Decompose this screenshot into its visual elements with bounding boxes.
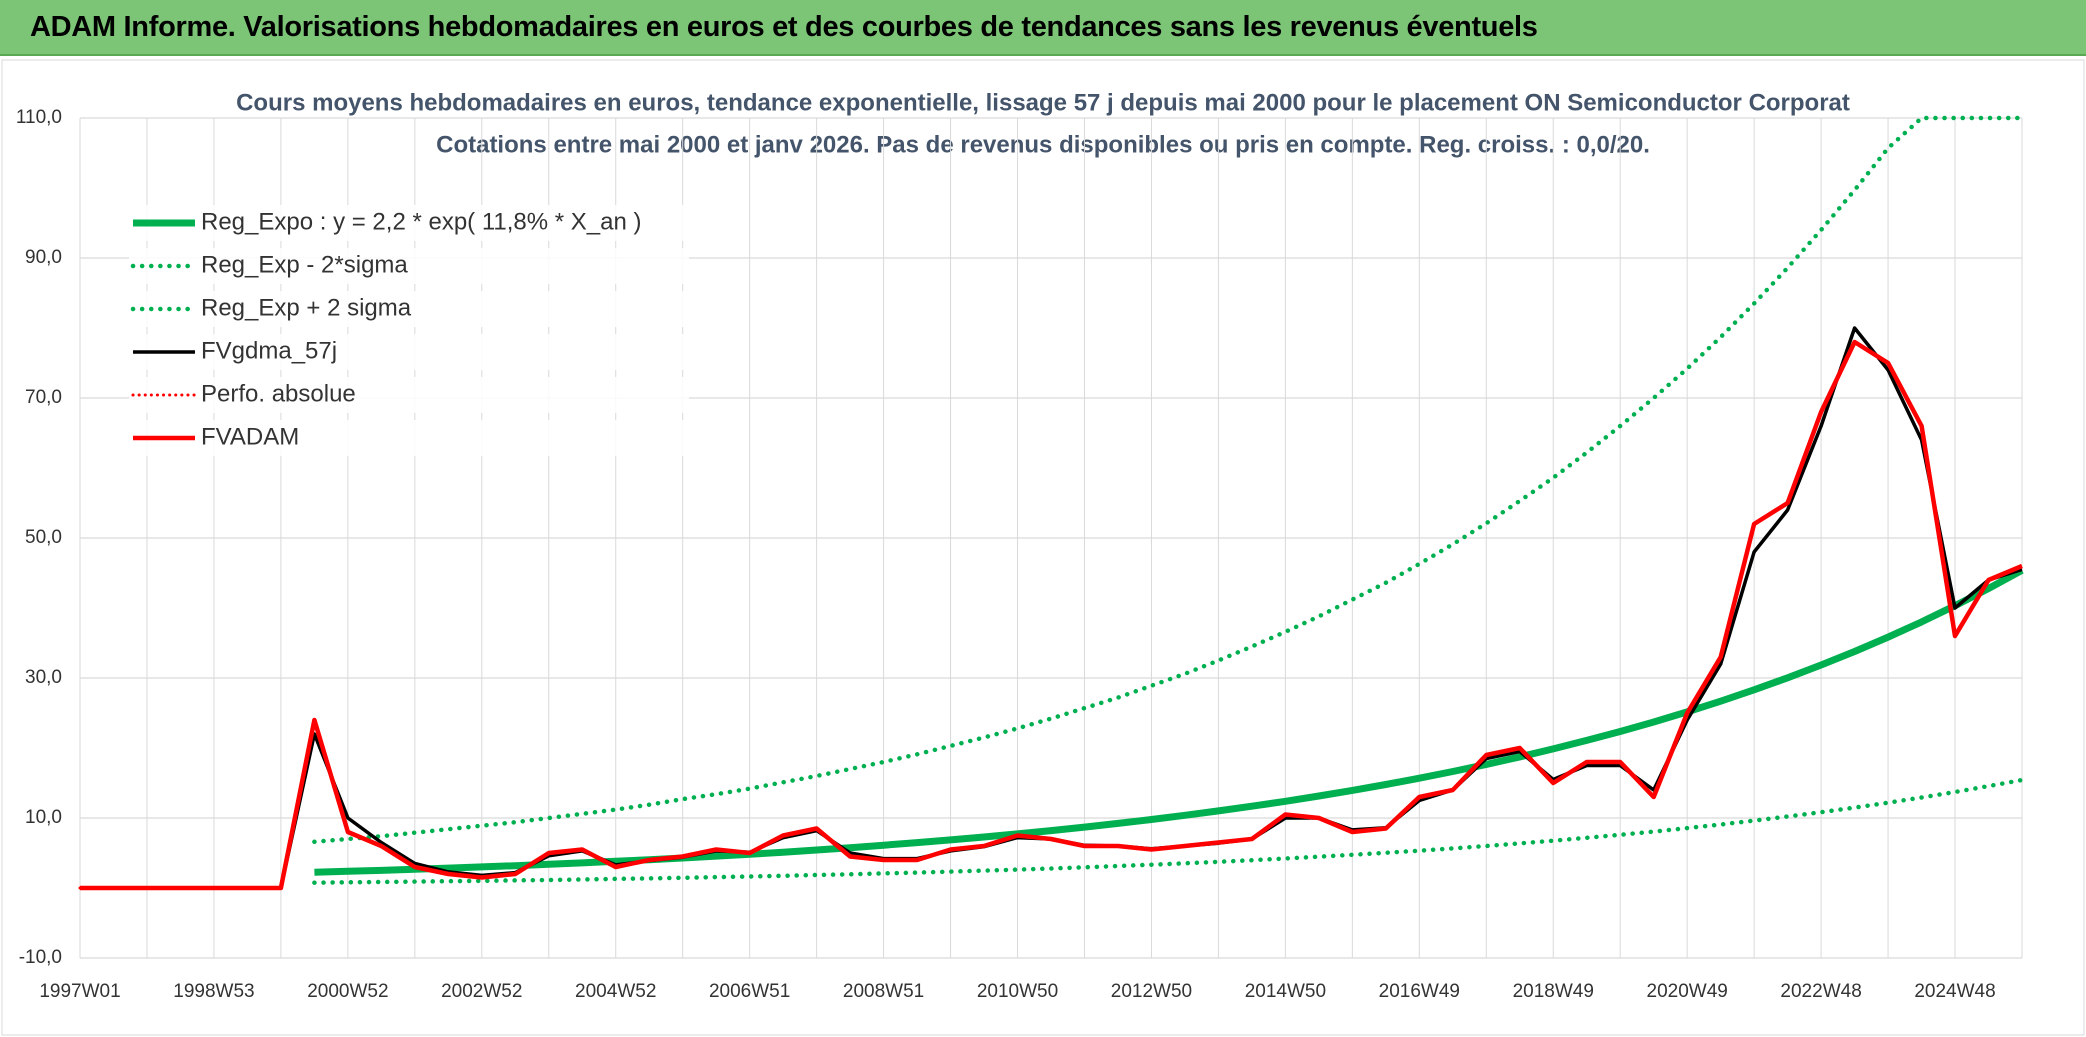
x-tick-label: 2006W51 [709, 981, 790, 1002]
x-tick-label: 2020W49 [1647, 981, 1728, 1002]
x-tick-label: 1997W01 [39, 981, 120, 1002]
legend-label: FVADAM [201, 423, 299, 450]
legend-bg [129, 248, 689, 284]
legend-bg [129, 205, 689, 241]
x-tick-label: 2000W52 [307, 981, 388, 1002]
series-line [312, 115, 2025, 845]
x-tick-label: 2010W50 [977, 981, 1058, 1002]
x-tick-label: 2004W52 [575, 981, 656, 1002]
series-line [80, 339, 2023, 891]
y-tick-label: 10,0 [25, 807, 62, 828]
legend-bg [129, 334, 689, 370]
x-tick-label: 2016W49 [1379, 981, 1460, 1002]
series-line [314, 567, 2024, 876]
legend-label: FVgdma_57j [201, 337, 337, 364]
x-tick-label: 2022W48 [1780, 981, 1861, 1002]
chart-subtitle: Cotations entre mai 2000 et janv 2026. P… [436, 131, 1650, 158]
x-tick-label: 2024W48 [1914, 981, 1995, 1002]
y-tick-label: 30,0 [25, 667, 62, 688]
legend-label: Reg_Exp + 2 sigma [201, 294, 412, 321]
series-line [312, 777, 2025, 885]
legend-label: Perfo. absolue [201, 380, 356, 407]
x-tick-label: 2014W50 [1245, 981, 1326, 1002]
legend-label: Reg_Expo : y = 2,2 * exp( 11,8% * X_an ) [201, 208, 641, 235]
legend-label: Reg_Exp - 2*sigma [201, 251, 408, 278]
x-tick-label: 2018W49 [1513, 981, 1594, 1002]
x-tick-label: 2002W52 [441, 981, 522, 1002]
legend-bg [129, 291, 689, 327]
chart: Cours moyens hebdomadaires en euros, ten… [1, 59, 2085, 1036]
page-title: ADAM Informe. Valorisations hebdomadaire… [30, 11, 1538, 43]
y-tick-label: 110,0 [16, 107, 62, 128]
x-tick-label: 2008W51 [843, 981, 924, 1002]
legend-bg [129, 377, 689, 413]
header-bar: ADAM Informe. Valorisations hebdomadaire… [0, 0, 2086, 56]
x-tick-label: 2012W50 [1111, 981, 1192, 1002]
x-tick-label: 1998W53 [173, 981, 254, 1002]
chart-title: Cours moyens hebdomadaires en euros, ten… [236, 89, 1850, 116]
y-tick-label: 70,0 [25, 387, 62, 408]
y-tick-label: 50,0 [25, 527, 62, 548]
y-tick-label: 90,0 [25, 247, 62, 268]
y-tick-label: -10,0 [19, 947, 62, 968]
legend-bg [129, 420, 689, 456]
